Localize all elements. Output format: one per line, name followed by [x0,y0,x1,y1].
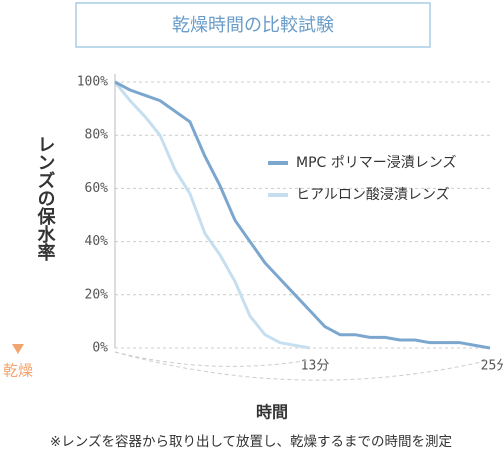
x-tick-label: 25分 [481,359,503,374]
x-axis-label: 時間 [256,403,288,422]
chart-title: 乾燥時間の比較試験 [172,15,334,36]
y-tick-label: 60% [85,181,109,196]
legend-label: MPC ポリマー浸漬レンズ [296,155,456,171]
tick-arc [114,351,491,381]
arrow-head [12,344,24,354]
tick-arc [114,351,311,367]
footnote: ※レンズを容器から取り出して放置し、乾燥するまでの時間を測定 [50,433,452,450]
y-tick-label: 40% [85,234,109,249]
y-tick-label: 20% [85,287,109,302]
series-line [113,81,311,350]
y-direction-label: 乾燥 [3,362,33,380]
y-tick-label: 80% [85,128,109,143]
y-tick-label: 100% [77,75,108,90]
title-box [75,2,431,48]
y-tick-label: 0% [92,341,108,356]
series-line [114,80,491,350]
legend-label: ヒアルロン酸浸漬レンズ [296,187,450,203]
y-axis-label: レンズの保水率 [35,135,57,262]
x-tick-label: 13分 [301,359,330,374]
